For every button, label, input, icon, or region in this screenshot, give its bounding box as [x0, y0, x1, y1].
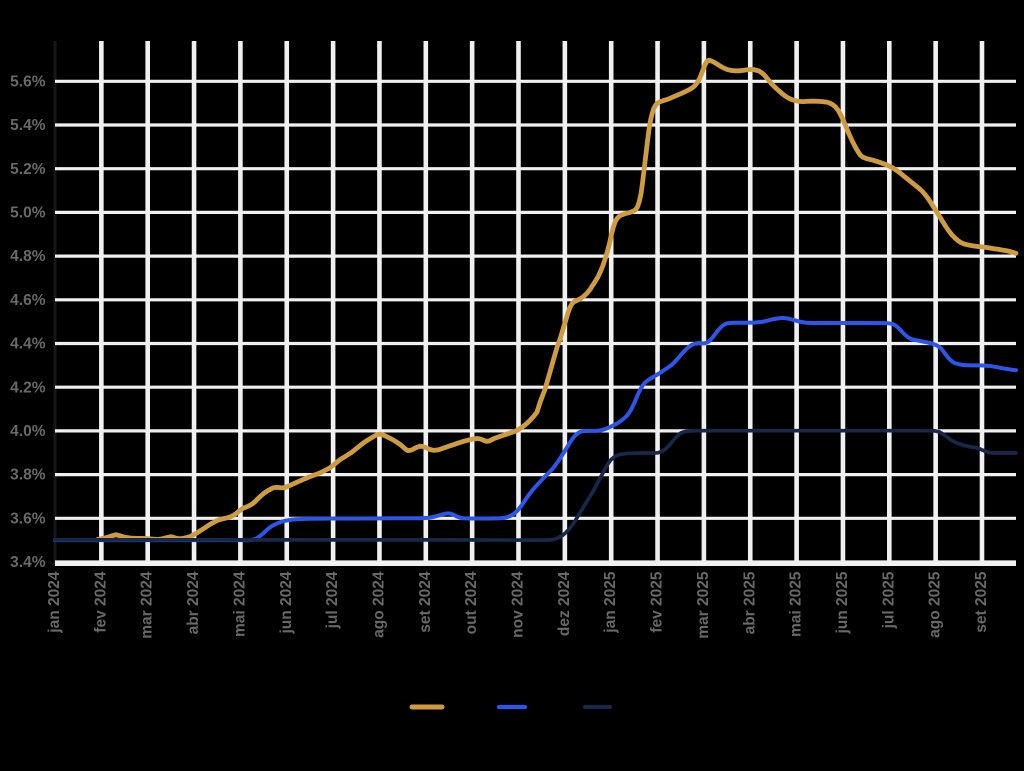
svg-text:ago 2025: ago 2025 [927, 571, 944, 638]
svg-text:4.4%: 4.4% [10, 336, 46, 353]
svg-text:abr 2024: abr 2024 [185, 571, 202, 634]
svg-text:5.2%: 5.2% [10, 161, 46, 178]
svg-text:jul 2025: jul 2025 [880, 571, 897, 629]
svg-text:5.4%: 5.4% [10, 117, 46, 134]
svg-text:3.8%: 3.8% [10, 467, 46, 484]
svg-text:4.2%: 4.2% [10, 379, 46, 396]
svg-text:fev 2025: fev 2025 [649, 571, 666, 633]
svg-text:mar 2025: mar 2025 [695, 571, 712, 639]
svg-text:out 2024: out 2024 [463, 571, 480, 634]
svg-text:3.4%: 3.4% [10, 554, 46, 571]
svg-text:mar 2024: mar 2024 [139, 571, 156, 639]
svg-text:nov 2024: nov 2024 [510, 571, 527, 638]
svg-text:mai 2025: mai 2025 [788, 571, 805, 637]
svg-text:fev 2024: fev 2024 [92, 571, 109, 633]
svg-text:jun 2024: jun 2024 [278, 571, 295, 634]
svg-text:dez 2024: dez 2024 [556, 571, 573, 636]
svg-text:4.0%: 4.0% [10, 423, 46, 440]
svg-text:set 2025: set 2025 [973, 571, 990, 633]
svg-text:jan 2024: jan 2024 [46, 571, 63, 634]
svg-text:4.6%: 4.6% [10, 292, 46, 309]
svg-text:ago 2024: ago 2024 [370, 571, 387, 638]
svg-text:4.8%: 4.8% [10, 248, 46, 265]
svg-text:abr 2025: abr 2025 [741, 571, 758, 634]
svg-text:jul 2024: jul 2024 [324, 571, 341, 629]
svg-text:mai 2024: mai 2024 [231, 571, 248, 637]
svg-text:5.6%: 5.6% [10, 73, 46, 90]
svg-text:3.6%: 3.6% [10, 510, 46, 527]
svg-text:jan 2025: jan 2025 [602, 571, 619, 634]
svg-text:set 2024: set 2024 [417, 571, 434, 633]
svg-text:5.0%: 5.0% [10, 204, 46, 221]
svg-text:jun 2025: jun 2025 [834, 571, 851, 634]
